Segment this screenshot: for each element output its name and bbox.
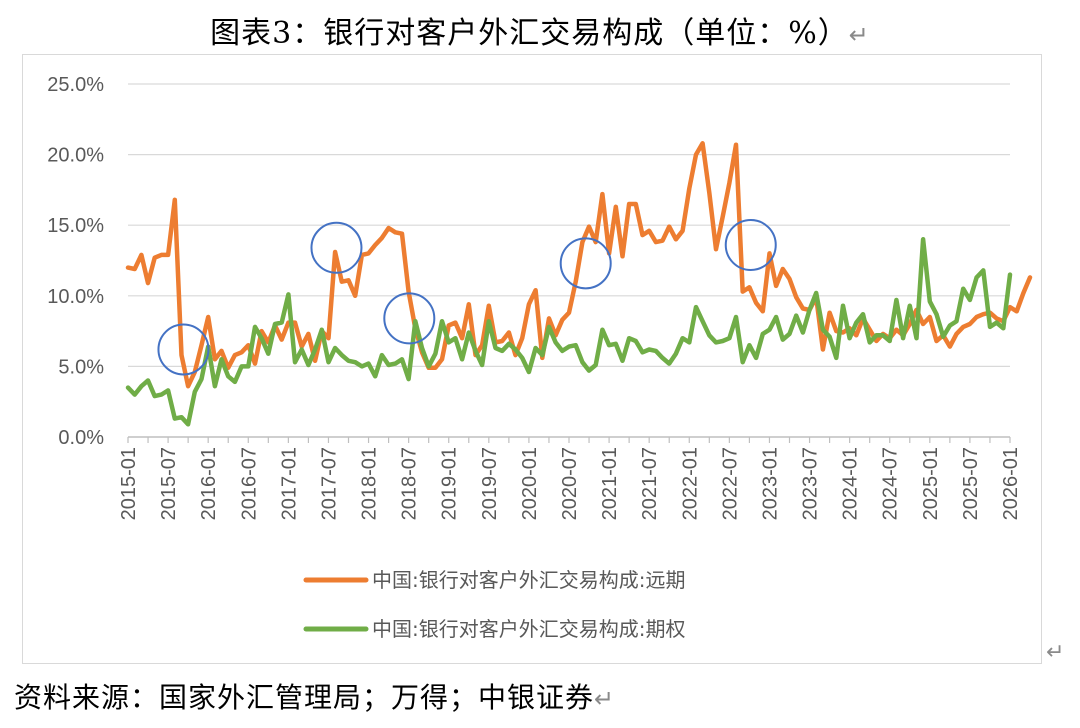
- y-tick-label: 5.0%: [58, 356, 104, 378]
- x-tick-label: 2018-07: [399, 447, 421, 520]
- return-mark-icon: ↵: [1046, 640, 1065, 665]
- return-mark-icon: ↵: [594, 685, 616, 713]
- x-tick-label: 2016-07: [238, 447, 260, 520]
- x-tick-label: 2019-07: [479, 447, 501, 520]
- annotation-circle: [724, 218, 777, 271]
- x-tick-label: 2016-01: [198, 447, 220, 520]
- x-axis-ticks: 2015-01 2015-07 2016-01 2016-07 2017-01 2017-…: [118, 447, 1022, 520]
- y-tick-label: 15.0%: [47, 215, 104, 237]
- annotation-circle: [157, 323, 210, 376]
- chart-title: 图表3：银行对客户外汇交易构成（单位：%）↵: [210, 16, 870, 51]
- y-tick-label: 0.0%: [58, 427, 104, 449]
- x-tick-label: 2015-01: [118, 447, 140, 520]
- annotation-circle: [383, 292, 436, 345]
- y-axis-ticks: 0.0% 5.0% 10.0% 15.0% 20.0% 25.0%: [47, 74, 104, 449]
- x-tick-label: 2020-01: [519, 447, 541, 520]
- x-tick-label: 2020-07: [559, 447, 581, 520]
- x-tick-label: 2024-01: [840, 447, 862, 520]
- return-mark-icon: ↵: [848, 21, 870, 49]
- x-tick-label: 2025-07: [960, 447, 982, 520]
- x-tick-label: 2023-01: [759, 447, 781, 520]
- x-tick-label: 2017-01: [278, 447, 300, 520]
- x-tick-label: 2025-01: [920, 447, 942, 520]
- legend-label: 中国:银行对客户外汇交易构成:期权: [372, 617, 685, 641]
- annotation-circles: [157, 218, 777, 376]
- series-line-option: [125, 237, 1013, 427]
- x-tick-label: 2018-01: [359, 447, 381, 520]
- source-note: 资料来源：国家外汇管理局；万得；中银证券↵: [14, 681, 616, 714]
- x-tick-label: 2021-07: [639, 447, 661, 520]
- x-tick-label: 2024-07: [880, 447, 902, 520]
- gridlines: [128, 83, 1010, 367]
- x-axis: [127, 436, 1011, 443]
- y-tick-label: 20.0%: [47, 145, 104, 167]
- chart-frame: [22, 54, 1042, 664]
- x-tick-label: 2019-01: [439, 447, 461, 520]
- x-tick-label: 2015-07: [158, 447, 180, 520]
- y-tick-label: 10.0%: [47, 286, 104, 308]
- y-tick-label: 25.0%: [47, 74, 104, 96]
- x-tick-label: 2023-07: [800, 447, 822, 520]
- x-tick-label: 2022-01: [679, 447, 701, 520]
- annotation-circle: [559, 237, 612, 290]
- x-tick-label: 2026-01: [1000, 447, 1022, 520]
- legend-label: 中国:银行对客户外汇交易构成:远期: [372, 568, 685, 592]
- x-tick-label: 2021-01: [599, 447, 621, 520]
- series-lines: [125, 141, 1033, 427]
- annotation-circle: [310, 221, 363, 274]
- x-tick-label: 2022-07: [719, 447, 741, 520]
- x-tick-label: 2017-07: [318, 447, 340, 520]
